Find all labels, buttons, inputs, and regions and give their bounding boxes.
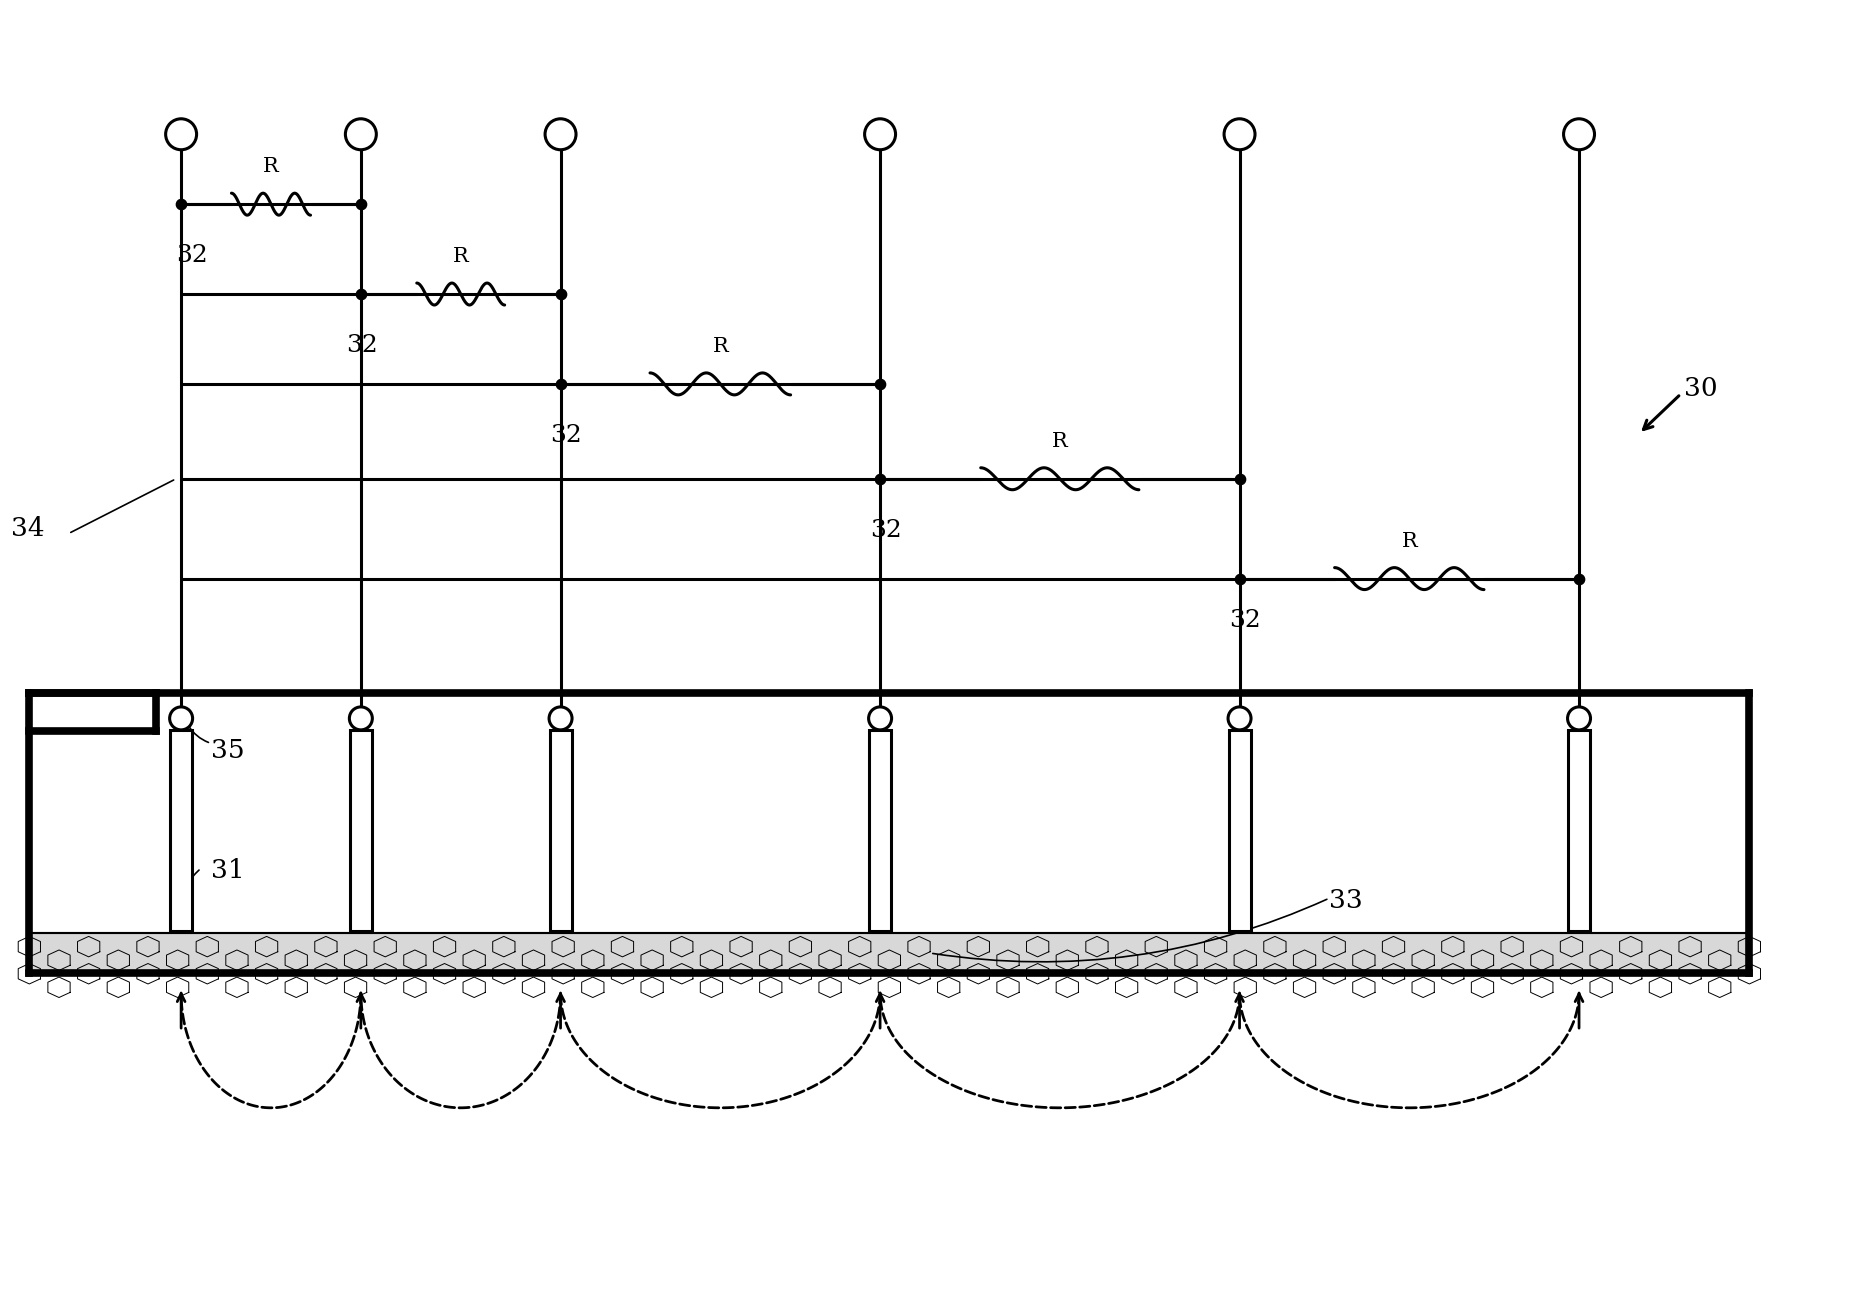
Circle shape (349, 707, 372, 730)
Text: R: R (713, 337, 728, 355)
Circle shape (1563, 119, 1594, 149)
Text: R: R (1402, 532, 1417, 551)
Text: 31: 31 (211, 859, 245, 883)
Point (1225, 468, 1255, 489)
Circle shape (345, 119, 377, 149)
Bar (30, 933, 1749, 973)
Text: R: R (263, 157, 278, 176)
Text: R: R (454, 246, 469, 266)
Text: 32: 32 (345, 333, 377, 357)
Point (166, 193, 196, 214)
Point (345, 193, 375, 214)
Circle shape (170, 707, 192, 730)
Text: 30: 30 (1684, 376, 1718, 401)
Bar (549, 730, 571, 931)
Bar (870, 730, 891, 931)
Circle shape (545, 119, 577, 149)
Circle shape (1568, 707, 1591, 730)
Circle shape (1228, 707, 1251, 730)
Point (1225, 568, 1255, 589)
Point (545, 284, 575, 305)
Text: 32: 32 (1230, 608, 1262, 632)
Circle shape (868, 707, 892, 730)
Circle shape (864, 119, 896, 149)
Circle shape (549, 707, 571, 730)
Point (1565, 568, 1594, 589)
Circle shape (166, 119, 196, 149)
Text: 32: 32 (870, 519, 902, 542)
Text: 32: 32 (551, 424, 583, 447)
Circle shape (1225, 119, 1255, 149)
Text: R: R (1051, 432, 1068, 451)
Point (545, 374, 575, 394)
Bar (349, 730, 372, 931)
Text: 33: 33 (1329, 888, 1363, 913)
Text: 34: 34 (11, 516, 45, 541)
Bar (170, 730, 192, 931)
Text: 32: 32 (175, 244, 207, 267)
Bar (1568, 730, 1591, 931)
Point (864, 374, 894, 394)
Point (864, 468, 894, 489)
Point (345, 284, 375, 305)
Bar (1228, 730, 1251, 931)
Text: 35: 35 (211, 738, 245, 764)
